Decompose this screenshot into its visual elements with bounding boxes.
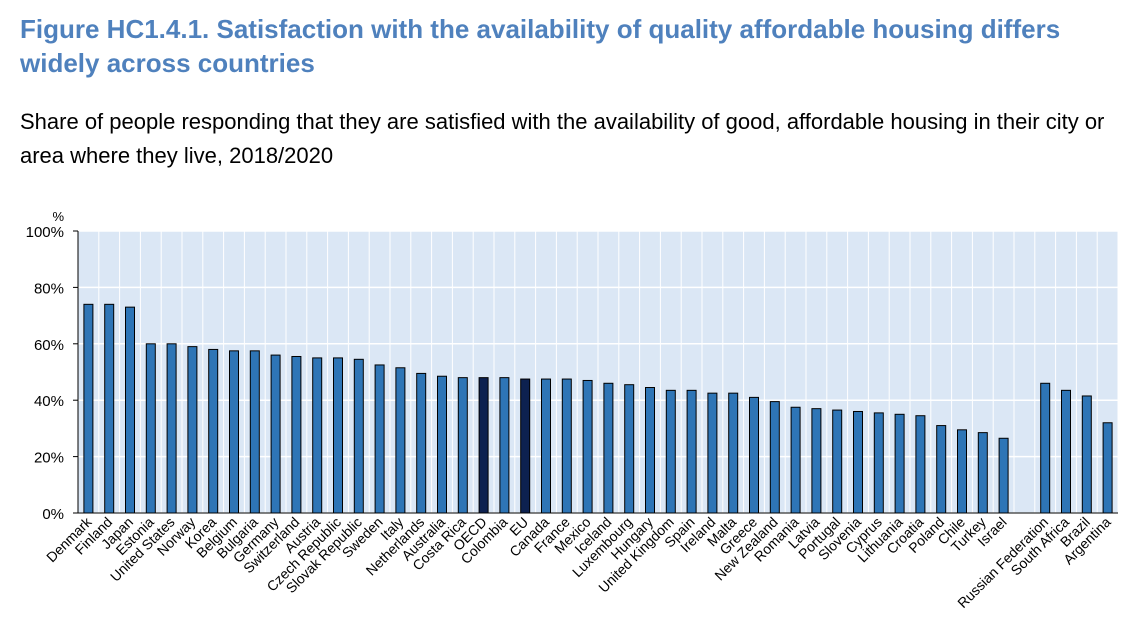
bar-brazil (1081, 395, 1092, 514)
bar-portugal (832, 409, 843, 514)
bar-belgium (229, 350, 239, 514)
bar-poland (936, 425, 947, 514)
bar-eu (520, 378, 531, 514)
bar-argentina (1102, 422, 1113, 514)
bar-cyprus (873, 412, 884, 514)
bar-turkey (977, 432, 988, 514)
bar-australia (437, 375, 447, 514)
bar-united-states (166, 343, 177, 514)
bar-austria (312, 357, 323, 514)
bar-denmark (83, 303, 94, 514)
bar-iceland (603, 382, 614, 514)
y-axis-unit-label: % (52, 209, 64, 224)
bar-switzerland (291, 355, 302, 514)
bar-oecd (478, 377, 489, 514)
bar-greece (749, 396, 759, 514)
bar-norway (187, 346, 198, 514)
bar-spain (686, 389, 697, 514)
bar-new-zealand (769, 401, 780, 514)
bar-slovak-republic (353, 358, 364, 514)
bar-russian-federation (1040, 382, 1051, 514)
bar-south-africa (1061, 389, 1071, 514)
bar-malta (728, 392, 739, 514)
bar-costa-rica (457, 377, 468, 514)
figure-subtitle: Share of people responding that they are… (20, 109, 1105, 168)
y-tick-label: 40% (34, 393, 64, 410)
bar-ireland (707, 392, 718, 514)
bar-romania (790, 406, 801, 514)
bar-mexico (582, 379, 593, 514)
bar-netherlands (416, 372, 427, 514)
bar-chile (957, 429, 967, 514)
bar-sweden (374, 364, 385, 514)
figure-title: Figure HC1.4.1. Satisfaction with the av… (20, 14, 1061, 78)
y-tick-label: 80% (34, 280, 64, 297)
bar-finland (104, 303, 115, 514)
bar-germany (270, 354, 281, 514)
y-tick-label: 60% (34, 337, 64, 354)
bar-czech-republic (333, 357, 343, 514)
bar-lithuania (894, 413, 905, 514)
bar-korea (208, 348, 219, 514)
y-tick-label: 100% (26, 224, 64, 241)
bar-italy (395, 367, 406, 514)
bar-colombia (499, 377, 510, 514)
bar-hungary (645, 387, 655, 514)
bar-israel (998, 437, 1009, 514)
y-tick-label: 0% (42, 506, 64, 523)
bar-france (561, 378, 572, 514)
bar-croatia (915, 415, 926, 514)
bar-latvia (811, 408, 822, 514)
y-tick-label: 20% (34, 450, 64, 467)
bar-slovenia (853, 410, 863, 514)
bar-luxembourg (624, 384, 635, 514)
bar-canada (541, 378, 551, 514)
bar-united-kingdom (665, 389, 676, 514)
bar-japan (125, 306, 135, 514)
bar-bulgaria (249, 350, 260, 514)
bar-estonia (145, 343, 156, 514)
